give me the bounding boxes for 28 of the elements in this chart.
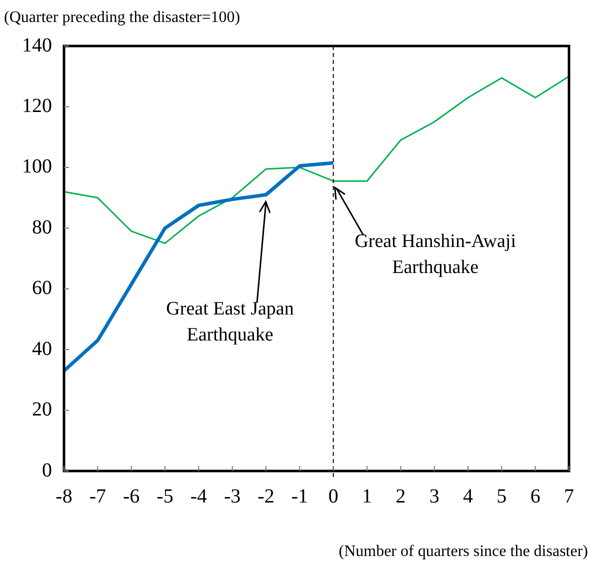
x-tick-label: -5 (156, 485, 174, 508)
annotation: Great East Japan Earthquake (166, 298, 294, 346)
x-tick-label: 0 (328, 485, 338, 508)
x-tick-label: -2 (258, 485, 274, 508)
x-tick-label: 5 (496, 485, 507, 508)
y-tick-label: 100 (22, 156, 52, 178)
y-axis-title: (Quarter preceding the disaster=100) (4, 9, 240, 26)
x-tick-label: 1 (362, 485, 372, 508)
x-tick-label: -8 (56, 485, 72, 508)
y-tick-label: 20 (32, 398, 52, 421)
y-tick-label: 0 (42, 459, 52, 482)
x-tick-label: -7 (89, 485, 106, 508)
x-tick-label: -6 (122, 485, 140, 508)
x-axis-title: (Number of quarters since the disaster) (338, 543, 588, 560)
x-tick-label: 3 (429, 485, 440, 508)
y-tick-label: 80 (32, 216, 52, 238)
x-tick-label: -4 (190, 485, 208, 508)
y-tick-label: 140 (22, 34, 52, 56)
x-tick-label: 7 (564, 485, 574, 508)
y-tick-label: 120 (22, 94, 52, 117)
x-tick-label: -3 (224, 485, 241, 508)
y-tick-label: 40 (32, 338, 52, 360)
annotation: Great Hanshin-Awaji Earthquake (354, 231, 516, 278)
x-tick-label: 6 (530, 485, 540, 508)
y-tick-label: 60 (32, 277, 52, 300)
x-tick-label: 4 (463, 485, 473, 508)
x-tick-label: 2 (396, 485, 406, 508)
x-tick-label: -1 (291, 485, 308, 508)
